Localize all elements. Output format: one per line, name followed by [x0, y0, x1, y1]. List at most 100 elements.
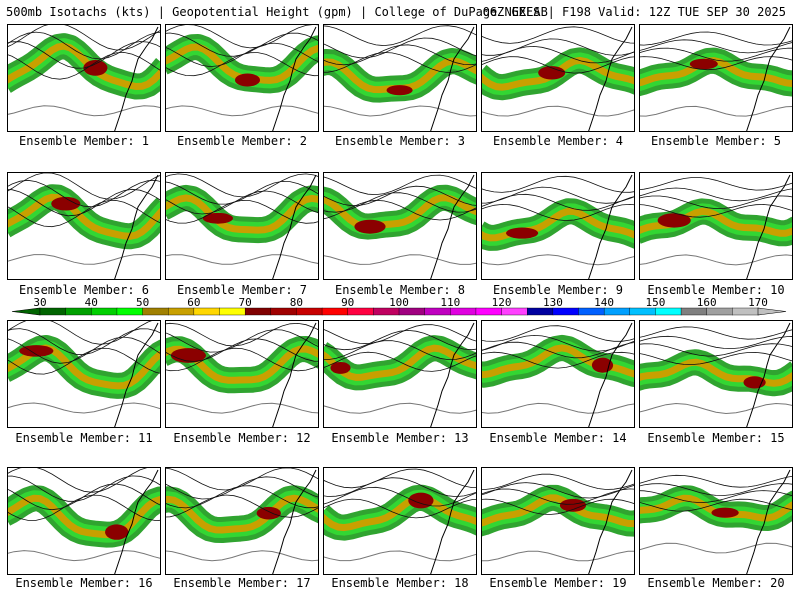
legend-tick-label: 130 [543, 296, 563, 309]
jet-core-inner [324, 494, 476, 532]
legend-swatch [142, 307, 169, 316]
jet-stream-plot [640, 469, 792, 574]
height-contour [640, 31, 792, 46]
coastline [114, 174, 159, 279]
wind-maximum [506, 227, 539, 239]
ensemble-member-caption: Ensemble Member: 16 [15, 576, 153, 590]
height-contour [166, 52, 318, 77]
legend-swatch [296, 307, 323, 316]
wind-maximum [234, 73, 261, 87]
legend-swatch [347, 307, 374, 316]
height-contour [482, 175, 634, 193]
coastline [114, 322, 159, 427]
ensemble-member-map [639, 24, 793, 132]
wind-maximum [386, 85, 413, 96]
jet-stream-plot [324, 322, 476, 427]
jet-core-inner [640, 358, 792, 387]
coastline [114, 469, 159, 574]
coastline [430, 174, 475, 279]
height-contour [640, 483, 792, 496]
wind-maximum [559, 498, 587, 512]
subtropical-contour [8, 402, 160, 414]
subtropical-contour [8, 550, 160, 562]
ensemble-member-map [481, 24, 635, 132]
height-contour [482, 488, 634, 505]
ensemble-member-caption: Ensemble Member: 6 [18, 283, 150, 297]
legend-swatch [655, 307, 682, 316]
jet-stream-plot [8, 321, 160, 427]
legend-swatch [116, 307, 144, 316]
height-contour [166, 322, 318, 347]
wind-maximum [330, 361, 351, 374]
jet-core-inner [324, 344, 476, 381]
height-contour [324, 340, 476, 361]
legend-tick-label: 120 [492, 296, 512, 309]
jet-core-inner [8, 42, 160, 90]
legend-tick-label: 170 [748, 296, 768, 309]
height-contour [640, 39, 792, 54]
legend-tick-label: 140 [594, 296, 614, 309]
wind-maximum [711, 507, 739, 518]
height-contour [166, 42, 318, 68]
ensemble-member-map [481, 320, 635, 428]
subtropical-contour [640, 254, 792, 266]
subtropical-contour [640, 402, 792, 415]
ensemble-member-caption: Ensemble Member: 17 [173, 576, 311, 590]
legend-swatch [706, 307, 733, 316]
coastline [272, 174, 317, 279]
legend-swatch [450, 307, 477, 316]
legend-swatch [552, 307, 579, 316]
legend-swatch [629, 307, 656, 316]
legend-swatch [424, 307, 451, 316]
height-contour [324, 329, 476, 351]
legend-tick-label: 50 [136, 296, 149, 309]
coastline [746, 322, 791, 427]
height-contour [482, 473, 634, 490]
ensemble-member-map [323, 24, 477, 132]
legend-swatch [219, 307, 246, 316]
coastline [272, 469, 317, 574]
jet-stream-plot [482, 174, 634, 279]
height-contour [482, 482, 634, 499]
height-contour [166, 190, 318, 215]
wind-maximum [689, 58, 718, 70]
height-contour [8, 328, 160, 356]
coastline [588, 469, 633, 574]
wind-maximum [83, 60, 108, 76]
legend-swatch [321, 307, 349, 316]
legend-tick-label: 40 [85, 296, 98, 309]
coastline [746, 469, 791, 574]
subtropical-contour [482, 550, 634, 562]
ensemble-member-caption: Ensemble Member: 13 [331, 431, 469, 445]
jet-core-inner [640, 57, 792, 87]
coastline [588, 174, 633, 279]
height-contour [482, 351, 634, 369]
height-contour [482, 193, 634, 211]
coastline [430, 322, 475, 427]
height-contour [166, 329, 318, 353]
ensemble-member-caption: Ensemble Member: 20 [647, 576, 785, 590]
height-contour [640, 56, 792, 71]
height-contour [640, 187, 792, 202]
coastline [430, 469, 475, 574]
height-contour [8, 188, 160, 217]
height-contour [482, 498, 634, 515]
height-contour [640, 343, 792, 357]
height-contour [324, 185, 476, 207]
jet-stream-plot [482, 469, 634, 574]
height-contour [482, 56, 634, 74]
wind-maximum [19, 345, 54, 357]
ensemble-member-caption: Ensemble Member: 2 [176, 134, 308, 148]
wind-maximum [591, 357, 614, 373]
legend-tick-label: 70 [238, 296, 251, 309]
jet-core-inner [482, 207, 634, 242]
jet-stream-plot [8, 25, 160, 131]
height-contour [324, 174, 476, 196]
height-contour [640, 490, 792, 504]
ensemble-member-map [323, 320, 477, 428]
legend-tick-label: 60 [187, 296, 200, 309]
legend-swatch [65, 307, 92, 316]
height-contour [482, 186, 634, 204]
subtropical-contour [324, 105, 476, 117]
coastline [588, 322, 633, 427]
